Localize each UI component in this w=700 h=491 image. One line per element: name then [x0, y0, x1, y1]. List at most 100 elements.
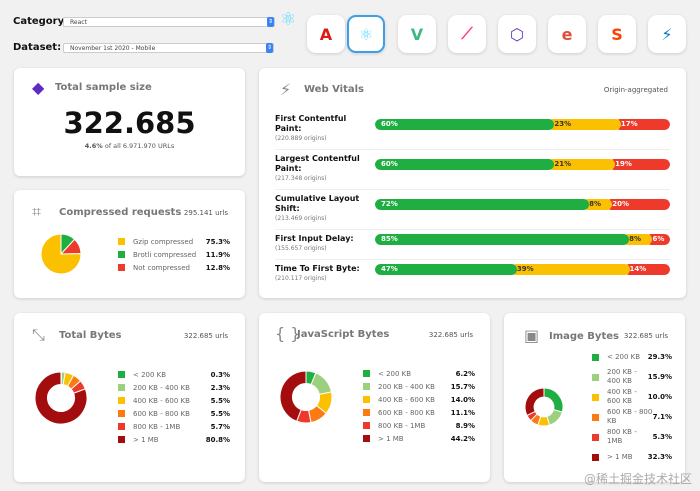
ember-logo-icon: e [561, 24, 573, 44]
needs-improvement-segment: 8% [583, 199, 613, 210]
good-segment: 60% [375, 119, 555, 130]
legend-label: > 1 MB [607, 452, 633, 461]
slice--1-mb [279, 370, 307, 422]
legend-label: 400 KB - 600 KB [133, 396, 190, 405]
legend-value: 2.3% [210, 383, 230, 392]
good-segment: 85% [375, 234, 630, 245]
preact-logo-icon: ⬡ [510, 24, 524, 44]
vital-name: First Input Delay: [275, 234, 354, 243]
legend-swatch [118, 423, 125, 430]
image-icon: ▣ [524, 326, 540, 345]
legend-value: 8.9% [455, 421, 475, 430]
image-bytes-donut [524, 387, 564, 427]
framework-preact-button[interactable]: ⬡ [498, 15, 536, 53]
needs-improvement-segment: 23% [548, 119, 621, 130]
framework-amp-button[interactable]: ⚡ [648, 15, 686, 53]
legend-label: 400 KB - 600 KB [607, 388, 637, 405]
legend-value: 5.7% [210, 422, 230, 431]
slice--1-mb [34, 371, 88, 425]
legend-swatch [592, 393, 599, 401]
legend-label: Not compressed [133, 263, 190, 272]
compression-legend: Gzip compressed 75.3% Brotli compressed 11.… [118, 235, 230, 274]
legend-label: Gzip compressed [133, 237, 194, 246]
js-bytes-legend: < 200 KB 6.2% 200 KB - 400 KB 15.7% 400 KB -… [363, 367, 475, 445]
legend-label: < 200 KB [378, 369, 412, 378]
framework-angular-button[interactable]: A [307, 15, 345, 53]
legend-item: > 1 MB 44.2% [363, 432, 475, 445]
vital-name: Largest Contentful Paint: [275, 154, 360, 173]
legend-value: 80.8% [205, 435, 230, 444]
legend-item: 200 KB - 400 KB 15.9% [592, 367, 672, 387]
legend-item: < 200 KB 0.3% [118, 368, 230, 381]
vital-origins: (217.348 origins) [275, 175, 327, 182]
legend-value: 75.3% [205, 237, 230, 246]
card-title: Total sample size [55, 82, 152, 93]
category-select[interactable]: React ⇕ [63, 17, 275, 27]
framework-react-button[interactable]: ⚛ [347, 15, 385, 53]
poor-segment: 19% [609, 159, 670, 170]
legend-value: 0.3% [210, 370, 230, 379]
good-segment: 72% [375, 199, 590, 210]
legend-item: 800 KB - 1MB 5.3% [592, 427, 672, 447]
legend-label: 200 KB - 400 KB [378, 382, 435, 391]
js-bytes-card: { } JavaScript Bytes 322.685 urls < 200 … [259, 313, 490, 482]
legend-value: 15.7% [450, 382, 475, 391]
total-bytes-donut [34, 371, 88, 425]
good-segment: 60% [375, 159, 555, 170]
slice-gzip-compressed [40, 233, 82, 275]
card-title: Image Bytes [549, 331, 619, 342]
card-title: Compressed requests [59, 207, 182, 218]
legend-value: 32.3% [647, 452, 672, 461]
url-count: 322.685 urls [183, 332, 228, 340]
legend-swatch [592, 453, 599, 461]
vital-row: Time To First Byte: (210.117 origins) 47% 3… [275, 260, 670, 290]
vital-bar: 60% 21% 19% [375, 159, 670, 170]
legend-value: 6.2% [455, 369, 475, 378]
legend-label: < 200 KB [607, 352, 641, 361]
react-logo-icon: ⚛ [358, 24, 374, 44]
legend-item: 200 KB - 400 KB 2.3% [118, 381, 230, 394]
framework-vue-button[interactable]: V [398, 15, 436, 53]
legend-item: < 200 KB 6.2% [363, 367, 475, 380]
image-bytes-card: ▣ Image Bytes 322.685 urls < 200 KB 29.3%… [504, 313, 685, 482]
slice--200-kb [543, 387, 564, 413]
legend-swatch [118, 371, 125, 378]
framework-polymer-button[interactable]: ⟋ [448, 15, 486, 53]
legend-value: 10.0% [647, 392, 672, 401]
vital-name: Cumulative Layout Shift: [275, 194, 360, 213]
legend-value: 44.2% [450, 434, 475, 443]
card-title: JavaScript Bytes [297, 329, 390, 340]
legend-value: 11.1% [450, 408, 475, 417]
legend-item: 200 KB - 400 KB 15.7% [363, 380, 475, 393]
legend-label: 600 KB - 800 KB [378, 408, 435, 417]
url-count: 322.685 urls [623, 332, 668, 340]
legend-label: 800 KB - 1MB [378, 421, 426, 430]
legend-item: Brotli compressed 11.9% [118, 248, 230, 261]
legend-label: 200 KB - 400 KB [133, 383, 190, 392]
chevron-down-icon: ⇕ [267, 17, 274, 27]
legend-label: 600 KB - 800 KB [607, 408, 653, 425]
amp-logo-icon: ⚡ [661, 24, 673, 44]
legend-value: 14.0% [450, 395, 475, 404]
dataset-select[interactable]: November 1st 2020 - Mobile ⇕ [63, 43, 274, 53]
legend-item: 400 KB - 600 KB 10.0% [592, 387, 672, 407]
framework-ember-button[interactable]: e [548, 15, 586, 53]
category-label: Category: [13, 16, 69, 27]
legend-item: 600 KB - 800 KB 5.5% [118, 407, 230, 420]
legend-value: 29.3% [647, 352, 672, 361]
react-logo-icon: ⚛ [280, 9, 297, 30]
legend-swatch [592, 373, 599, 381]
total-sample-card: ◆ Total sample size 322.685 4.6% of all … [14, 68, 245, 176]
legend-item: 800 KB - 1MB 5.7% [118, 420, 230, 433]
vital-row: First Contentful Paint: (220.889 origins)… [275, 110, 670, 150]
legend-value: 12.8% [205, 263, 230, 272]
resize-arrows-icon: ⤡ [32, 325, 45, 344]
good-segment: 47% [375, 264, 517, 275]
legend-swatch [118, 410, 125, 417]
total-bytes-legend: < 200 KB 0.3% 200 KB - 400 KB 2.3% 400 KB - … [118, 368, 230, 446]
svelte-logo-icon: S [611, 24, 623, 44]
framework-svelte-button[interactable]: S [598, 15, 636, 53]
vital-bar: 85% 8% 6% [375, 234, 670, 245]
legend-item: 800 KB - 1MB 8.9% [363, 419, 475, 432]
vital-bar: 47% 39% 14% [375, 264, 670, 275]
